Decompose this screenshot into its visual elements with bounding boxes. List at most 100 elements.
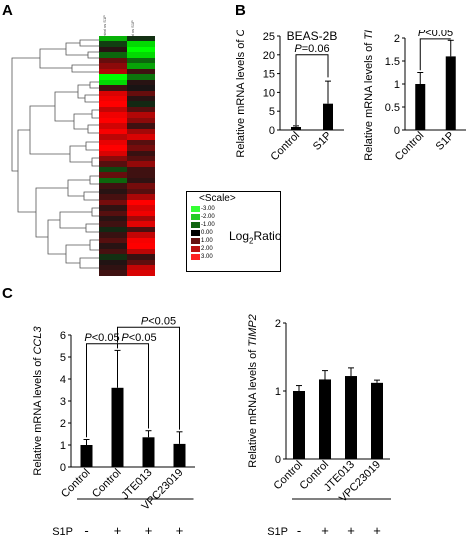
- heatmap-cell: [127, 57, 155, 64]
- heatmap-cell: [99, 155, 127, 162]
- heatmap-cell: [127, 177, 155, 184]
- significance-bracket: [117, 326, 180, 430]
- bar: [319, 379, 331, 459]
- heatmap-row: [99, 85, 155, 91]
- s1p-marker: +: [145, 523, 153, 538]
- heatmap-cell: [127, 188, 155, 195]
- y-tick-label: 0: [275, 454, 281, 466]
- heatmap-row: [99, 183, 155, 189]
- heatmap-cell: [99, 46, 127, 53]
- heatmap-row: [99, 106, 155, 113]
- heatmap-cell: [127, 172, 155, 178]
- panel-label-b: B: [235, 2, 246, 19]
- heatmap-cell: [99, 150, 127, 156]
- scale-swatch: [191, 238, 200, 244]
- panel-label-c: C: [2, 285, 13, 302]
- bar: [371, 382, 383, 459]
- heatmap-cell: [99, 101, 127, 107]
- heatmap-cell: [127, 41, 155, 47]
- scale-label: -2.00: [201, 214, 215, 220]
- log2-ratio-label: Log2Ratio: [229, 229, 282, 246]
- heatmap-cell: [127, 145, 155, 151]
- heatmap-row: [99, 161, 155, 167]
- y-tick-label: 4: [60, 374, 66, 386]
- x-tick-label: Control: [90, 467, 124, 501]
- heatmap-cell: [127, 150, 155, 156]
- heatmap-row: [99, 128, 155, 135]
- heatmap-row: [99, 57, 155, 64]
- heatmap-row: [99, 46, 155, 53]
- heatmap-row: [99, 172, 155, 178]
- y-tick-label: 1: [60, 440, 66, 452]
- heatmap-cell: [127, 36, 155, 42]
- bar: [173, 443, 186, 467]
- y-tick-label: 1.5: [385, 56, 400, 68]
- p-value-annotation: P<0.05: [418, 30, 453, 39]
- heatmap-cell: [99, 177, 127, 184]
- heatmap-cell: [99, 123, 127, 129]
- heatmap-row: [99, 205, 155, 211]
- heatmap-cell: [99, 215, 127, 222]
- s1p-marker: +: [321, 523, 329, 538]
- bar: [345, 376, 357, 459]
- heatmap-row: [99, 215, 155, 222]
- heatmap-row: [99, 194, 155, 200]
- heatmap-cell: [99, 68, 127, 75]
- y-tick-label: 0: [269, 125, 275, 137]
- heatmap-row: [99, 95, 155, 102]
- scale-swatch: [191, 246, 200, 252]
- bar: [142, 437, 155, 467]
- y-tick-label: 15: [263, 69, 275, 81]
- heatmap-cell: [127, 161, 155, 167]
- y-tick-label: 3: [60, 396, 66, 408]
- heatmap-row: [99, 155, 155, 162]
- heatmap-cell: [127, 221, 155, 227]
- heatmap-cell: [127, 95, 155, 102]
- y-tick-label: 20: [263, 50, 275, 62]
- heatmap-cell: [99, 161, 127, 167]
- heatmap-cell: [127, 90, 155, 96]
- heatmap-row: [99, 265, 155, 271]
- heatmap-cell: [127, 74, 155, 80]
- heatmap-row: [99, 243, 155, 249]
- heatmap-row: [99, 63, 155, 69]
- p-value-annotation: P<0.05: [121, 332, 156, 344]
- heatmap-cell: [127, 270, 155, 276]
- s1p-marker: +: [114, 523, 122, 538]
- heatmap-cell: [127, 52, 155, 58]
- s1p-marker: +: [176, 523, 184, 538]
- heatmap-cell: [127, 117, 155, 124]
- heatmap-cell: [99, 90, 127, 96]
- heatmap-cell: [127, 248, 155, 255]
- y-tick-label: 1: [275, 386, 281, 398]
- y-tick-label: 10: [263, 87, 275, 99]
- y-tick-label: 0: [60, 462, 66, 474]
- heatmap-cell: [127, 243, 155, 249]
- bar: [111, 387, 124, 467]
- heatmap-cell: [99, 36, 127, 42]
- heatmap-row: [99, 259, 155, 266]
- heatmap-cell: [127, 205, 155, 211]
- heatmap-row: [99, 199, 155, 206]
- s1p-marker: +: [373, 523, 381, 538]
- scale-swatch: [191, 254, 200, 260]
- heatmap-cell: [127, 106, 155, 113]
- heatmap-cell: [99, 259, 127, 266]
- cell-line-title: BEAS-2B: [287, 30, 338, 43]
- significance-bracket: [295, 54, 329, 126]
- heatmap-row: [99, 90, 155, 96]
- heatmap-row: [99, 270, 155, 276]
- heatmap-cell: [99, 226, 127, 233]
- y-axis-label: Relative mRNA levels of CCL3: [235, 30, 247, 158]
- heatmap-row: [99, 226, 155, 233]
- y-tick-label: 0.5: [385, 102, 400, 114]
- heatmap-cell: [99, 112, 127, 118]
- heatmap-cell: [127, 123, 155, 129]
- heatmap-cell: [127, 112, 155, 118]
- heatmap-row: [99, 166, 155, 173]
- heatmap-cell: [127, 134, 155, 140]
- heatmap-cell: [127, 265, 155, 271]
- heatmap-cell: [127, 85, 155, 91]
- heatmap: [99, 36, 155, 276]
